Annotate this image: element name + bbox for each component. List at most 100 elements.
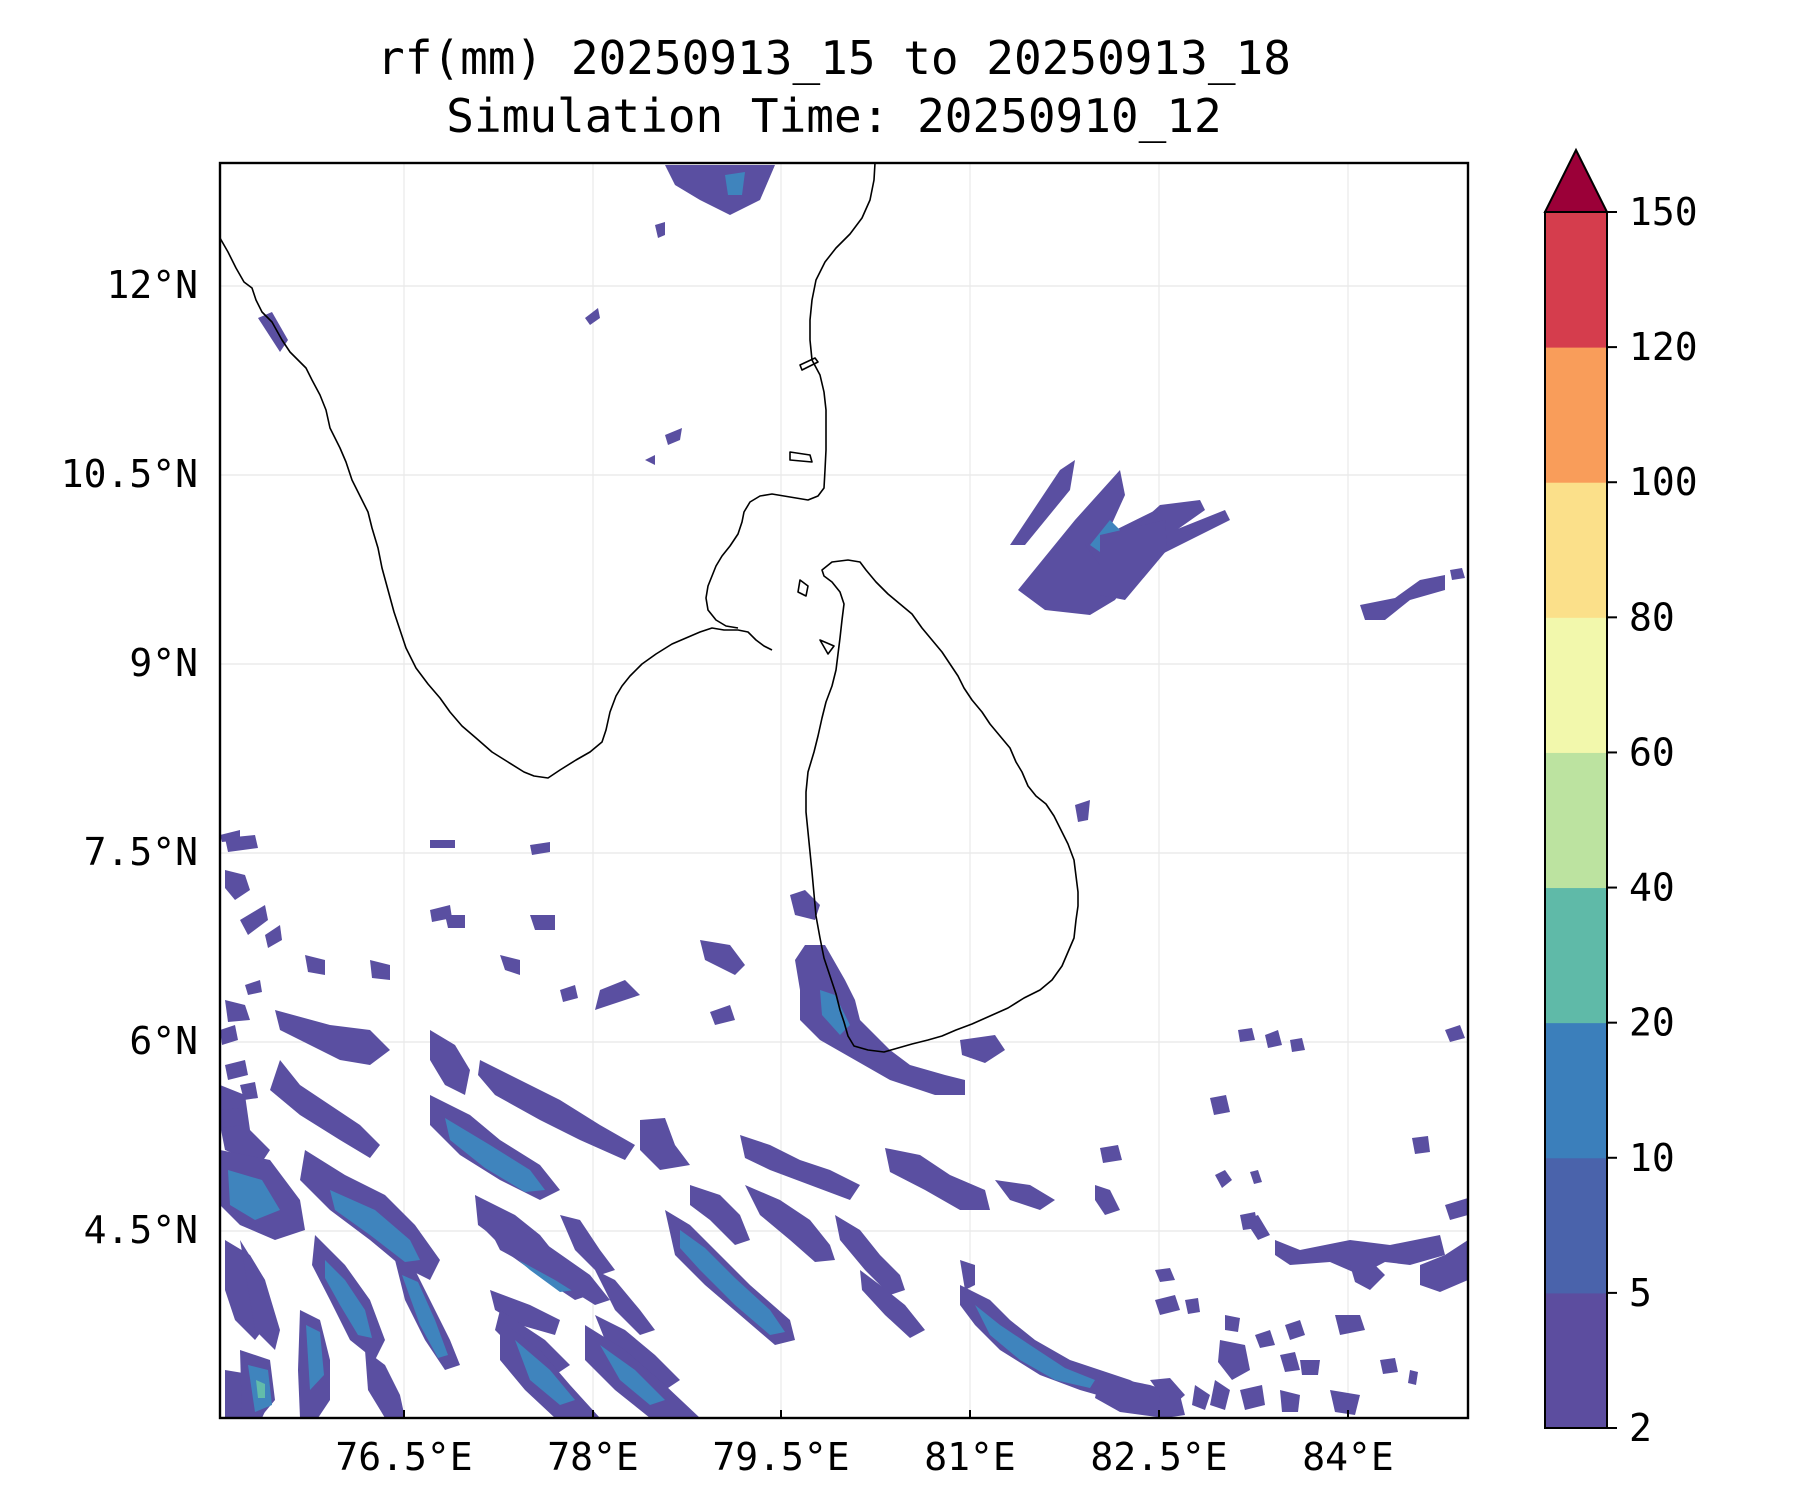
colorbar-bin	[1545, 347, 1607, 483]
title-line2: Simulation Time: 20250910_12	[446, 89, 1221, 143]
rain-cell	[275, 1010, 390, 1065]
colorbar-tick-label: 100	[1629, 460, 1698, 504]
rain-cell	[1192, 1385, 1210, 1410]
india-coastline	[220, 237, 773, 779]
rain-cell	[885, 1148, 990, 1210]
rain-cell	[745, 1185, 835, 1262]
colorbar-tick-label: 5	[1629, 1271, 1652, 1315]
colorbar-bin	[1545, 617, 1607, 753]
rain-cell	[560, 1215, 615, 1275]
colorbar-bin	[1545, 887, 1607, 1024]
rain-cell	[220, 1108, 242, 1128]
gridlines	[220, 163, 1468, 1418]
rain-cell	[228, 1170, 280, 1220]
y-tick-label: 12°N	[106, 263, 198, 307]
x-tick-label: 81°E	[924, 1435, 1016, 1479]
rain-cell	[430, 1030, 470, 1095]
rain-cell	[645, 455, 655, 465]
rain-cell	[225, 835, 258, 852]
rain-cell	[600, 1345, 665, 1405]
rain-cell	[530, 915, 555, 930]
rain-cell	[1380, 1358, 1398, 1374]
island-coast	[819, 639, 835, 655]
rain-cell	[490, 1290, 560, 1335]
rain-cell	[515, 1340, 575, 1405]
x-tick-label: 82.5°E	[1090, 1435, 1227, 1479]
rain-cell	[595, 1315, 680, 1390]
rain-cell	[1330, 1390, 1360, 1415]
x-tick-label: 84°E	[1302, 1435, 1394, 1479]
colorbar-bin	[1545, 212, 1607, 348]
rain-cell	[500, 1320, 600, 1418]
rain-cell	[795, 945, 965, 1095]
rain-cell	[1238, 1028, 1255, 1042]
rain-cell	[1300, 1360, 1320, 1375]
rain-cell	[220, 1025, 238, 1045]
rain-cell	[820, 990, 850, 1035]
rain-cell	[445, 1118, 545, 1192]
colorbar-tick-label: 80	[1629, 595, 1675, 639]
map-frame	[218, 161, 1470, 1420]
colorbar-tick-label: 120	[1629, 325, 1698, 369]
rain-cell	[225, 1000, 250, 1022]
rain-cell	[1335, 1315, 1365, 1335]
rain-cell	[530, 842, 550, 855]
colorbar-bin	[1545, 1292, 1607, 1429]
rain-cell	[240, 1240, 280, 1350]
rain-cell	[1408, 1370, 1418, 1385]
rain-cell	[1100, 520, 1167, 600]
y-tick-label: 6°N	[129, 1019, 198, 1063]
rain-cell	[240, 905, 268, 935]
colorbar-bin	[1545, 482, 1607, 618]
rain-cell	[365, 1350, 405, 1418]
rain-cell	[225, 870, 250, 900]
rain-cell	[325, 1260, 372, 1338]
rain-cell	[1155, 1295, 1180, 1315]
rain-cell	[1285, 1320, 1305, 1340]
rain-cell	[1210, 1380, 1230, 1410]
rain-cell	[1150, 1378, 1185, 1408]
rain-cell	[655, 222, 665, 238]
rain-cell	[430, 840, 455, 848]
rain-cell	[1350, 1260, 1385, 1290]
y-tick-label: 4.5°N	[84, 1208, 198, 1252]
sri-lanka-coastline	[805, 559, 1079, 1053]
rain-cell	[595, 980, 640, 1010]
colorbar-tick-label: 150	[1629, 190, 1698, 234]
rain-cell	[1445, 1025, 1465, 1042]
rain-cell	[680, 1230, 785, 1335]
rain-cell	[1215, 1170, 1232, 1188]
x-tick-label: 78°E	[547, 1435, 639, 1479]
colorbar-bin	[1545, 752, 1607, 889]
rain-cell	[1150, 510, 1230, 555]
map-panel: 76.5°E 78°E 79.5°E 81°E 82.5°E 84°E 12°N…	[61, 161, 1470, 1479]
rain-cell	[960, 1035, 1005, 1063]
rain-cell	[1240, 1385, 1265, 1410]
rain-cell	[595, 1270, 655, 1335]
rain-cell	[1250, 1170, 1262, 1184]
colorbar-tick-label: 10	[1629, 1136, 1675, 1180]
rain-cell	[245, 980, 262, 995]
rain-cell	[1158, 1395, 1175, 1418]
rain-cell	[585, 308, 600, 325]
rain-cell	[1445, 1198, 1468, 1220]
colorbar: 2 5 10 20 40 60 80 100 120 150	[1543, 147, 1698, 1450]
colorbar-extend-arrow	[1543, 147, 1609, 213]
rain-cell	[306, 1325, 324, 1390]
rain-cell	[1240, 1212, 1258, 1230]
india-east-coastline	[705, 163, 876, 629]
rain-cell	[1225, 1315, 1240, 1332]
rain-cell	[1280, 1390, 1300, 1412]
rain-cell	[265, 925, 282, 948]
colorbar-tick-label: 60	[1629, 730, 1675, 774]
rain-cell	[860, 1270, 925, 1338]
rain-cell	[740, 1135, 860, 1200]
colorbar-tick-label: 2	[1629, 1406, 1652, 1450]
colorbar-tick-label: 40	[1629, 866, 1675, 910]
rain-cell	[710, 1005, 735, 1025]
rain-cell	[975, 1305, 1095, 1388]
rain-cell	[960, 1285, 1150, 1405]
rain-cell	[480, 1210, 610, 1305]
rain-cell	[1265, 1030, 1282, 1048]
